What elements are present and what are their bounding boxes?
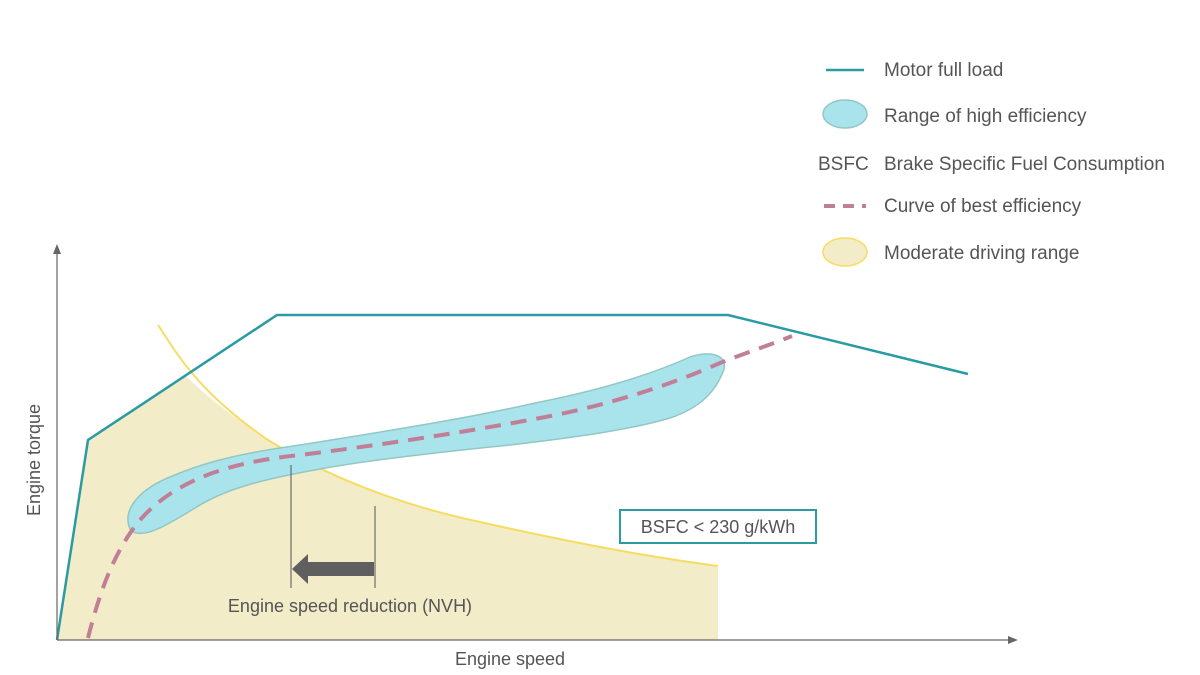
legend-moderate-range-label: Moderate driving range [884,243,1079,264]
bsfc-box-label: BSFC < 230 g/kWh [641,517,796,537]
bsfc-box [619,509,817,544]
speed-reduction-arrowhead [292,554,308,584]
legend-high-efficiency-swatch [822,99,868,129]
speed-reduction-arrow-shaft [306,562,374,576]
y-axis-label: Engine torque [24,404,44,516]
legend: Motor full load Range of high efficiency… [818,60,1165,267]
legend-bsfc-full: Brake Specific Fuel Consumption [884,154,1165,175]
x-axis-label: Engine speed [455,649,565,669]
legend-full-load-label: Motor full load [884,60,1003,81]
legend-moderate-range-swatch [822,237,868,267]
legend-bsfc-abbr: BSFC [818,154,869,175]
moderate-range-boundary-line [157,324,719,567]
moderate-driving-range-area [57,375,718,640]
speed-reduction-label: Engine speed reduction (NVH) [228,596,472,616]
motor-full-load-line [55,313,969,641]
legend-best-efficiency-label: Curve of best efficiency [884,196,1082,217]
best-efficiency-curve [86,334,793,639]
high-efficiency-region [127,353,726,535]
y-axis-arrowhead [53,244,61,254]
x-axis-arrowhead [1008,636,1018,644]
legend-high-efficiency-label: Range of high efficiency [884,106,1087,127]
